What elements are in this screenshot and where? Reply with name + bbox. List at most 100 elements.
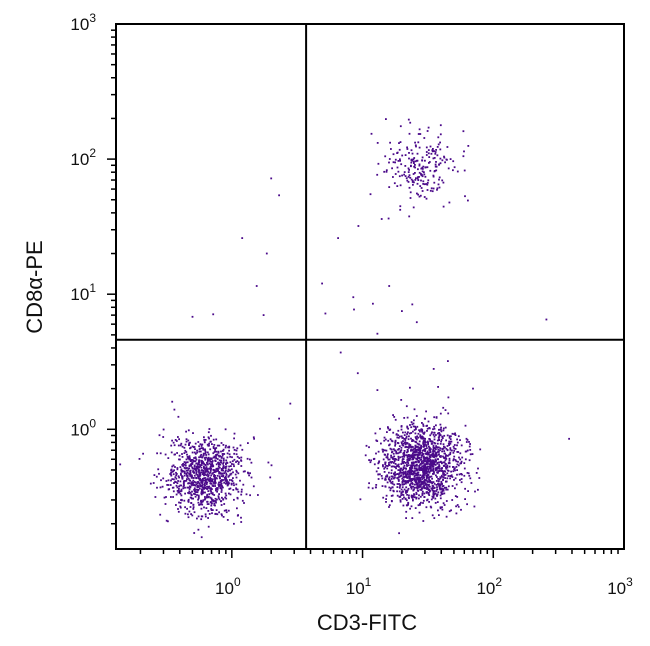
data-point — [214, 448, 217, 450]
data-point — [404, 431, 407, 434]
data-point — [433, 487, 435, 490]
data-point — [432, 496, 434, 499]
data-point — [158, 434, 161, 437]
data-point — [448, 442, 451, 445]
data-point — [439, 506, 442, 509]
data-point — [439, 477, 442, 479]
data-point — [450, 435, 452, 438]
data-point — [191, 497, 193, 500]
data-point — [221, 454, 224, 457]
data-point — [429, 189, 432, 192]
data-point — [228, 479, 231, 481]
data-point — [393, 416, 396, 418]
data-point — [215, 455, 217, 458]
data-point — [187, 498, 190, 501]
data-point — [235, 461, 237, 463]
data-point — [421, 478, 424, 480]
data-point — [207, 459, 209, 462]
data-point — [377, 462, 380, 465]
data-point — [192, 432, 194, 434]
data-point — [450, 509, 452, 512]
data-point — [195, 469, 197, 472]
data-point — [187, 482, 189, 485]
data-point — [399, 483, 402, 486]
data-point — [229, 469, 231, 472]
data-point — [213, 451, 216, 453]
data-point — [429, 466, 431, 469]
data-point — [206, 493, 209, 496]
data-point — [221, 453, 224, 455]
data-point — [204, 471, 207, 473]
data-point — [429, 440, 432, 443]
data-point — [224, 428, 227, 431]
data-point — [382, 458, 385, 461]
data-point — [156, 452, 158, 455]
data-point — [426, 189, 429, 191]
data-point — [235, 483, 238, 486]
data-point — [119, 463, 122, 466]
data-point — [214, 450, 216, 452]
data-point — [433, 150, 435, 152]
data-point — [394, 449, 397, 452]
data-point — [214, 500, 217, 502]
data-point — [398, 142, 400, 144]
data-point — [402, 480, 404, 482]
data-point — [204, 463, 207, 466]
data-point — [180, 469, 183, 472]
data-point — [225, 469, 227, 472]
data-point — [390, 469, 393, 472]
data-point — [386, 453, 389, 456]
data-point — [210, 501, 212, 503]
data-point — [415, 497, 418, 500]
data-point — [428, 448, 431, 451]
data-point — [278, 417, 280, 420]
data-point — [405, 435, 408, 438]
data-point — [400, 471, 402, 474]
data-point — [212, 452, 215, 455]
data-point — [418, 457, 421, 459]
data-point — [170, 479, 172, 482]
data-point — [210, 504, 213, 507]
data-point — [435, 468, 438, 471]
data-point — [421, 168, 424, 170]
data-point — [211, 443, 213, 445]
data-point — [390, 148, 392, 150]
data-point — [417, 448, 419, 451]
data-point — [397, 469, 400, 471]
data-point — [443, 504, 446, 506]
data-point — [422, 520, 425, 522]
data-point — [407, 447, 410, 449]
data-point — [190, 464, 193, 467]
data-point — [220, 459, 223, 462]
data-point — [437, 461, 440, 464]
data-point — [393, 449, 396, 452]
data-point — [426, 483, 429, 486]
data-point — [432, 467, 435, 470]
data-point — [181, 464, 184, 466]
data-point — [250, 461, 253, 464]
data-point — [202, 499, 205, 502]
data-point — [218, 493, 220, 495]
data-point — [477, 467, 479, 470]
data-point — [207, 436, 210, 439]
data-point — [192, 506, 195, 508]
data-point — [222, 450, 224, 452]
data-point — [410, 454, 413, 457]
data-point — [411, 496, 414, 498]
data-point — [416, 442, 419, 445]
data-point — [418, 486, 420, 489]
data-point — [184, 486, 186, 489]
data-point — [447, 454, 449, 457]
data-point — [409, 176, 412, 179]
data-point — [179, 444, 182, 447]
data-point — [191, 467, 194, 470]
data-point — [373, 463, 376, 466]
data-point — [423, 183, 426, 186]
data-point — [208, 467, 210, 470]
data-point — [374, 432, 377, 435]
data-point — [467, 145, 470, 147]
data-point — [206, 478, 208, 481]
data-point — [213, 481, 216, 483]
data-point — [412, 173, 415, 175]
